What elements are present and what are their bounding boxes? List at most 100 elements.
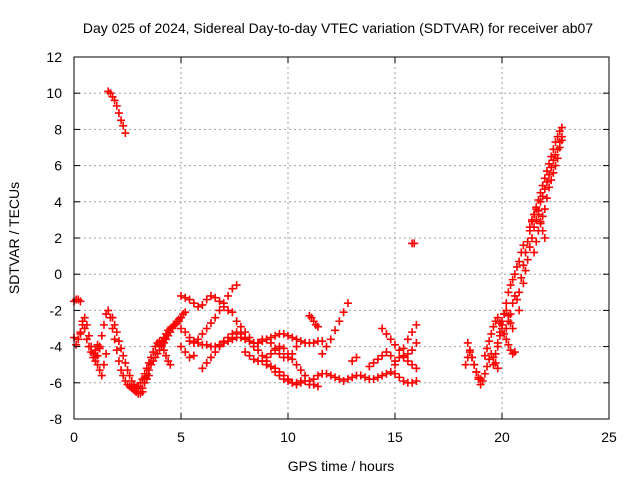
data-point: [489, 322, 498, 331]
data-point: [523, 255, 532, 264]
data-point: [177, 324, 185, 333]
data-point: [508, 299, 517, 308]
data-point: [399, 353, 408, 362]
data-point: [504, 317, 513, 326]
data-point: [369, 358, 378, 367]
data-point: [525, 243, 534, 252]
data-point: [493, 342, 502, 351]
data-point: [545, 183, 554, 192]
data-point: [249, 355, 258, 364]
data-point: [557, 123, 566, 132]
data-point: [517, 273, 526, 282]
series-13: [198, 328, 250, 373]
data-point: [232, 328, 241, 337]
data-point: [348, 373, 357, 382]
data-point: [254, 338, 263, 347]
series-12: [185, 329, 327, 351]
data-point: [211, 293, 220, 302]
data-point: [521, 248, 530, 257]
data-point: [266, 338, 275, 347]
data-point: [181, 308, 190, 317]
data-point: [313, 382, 322, 391]
series-2: [76, 313, 104, 358]
data-point: [125, 371, 134, 380]
data-point: [547, 163, 556, 172]
x-tick-label: 10: [280, 429, 296, 445]
data-point: [262, 360, 271, 369]
data-point: [275, 349, 284, 358]
y-tick-label: 10: [46, 85, 62, 101]
data-point: [493, 364, 502, 373]
data-point: [515, 288, 524, 297]
series-22: [365, 348, 399, 371]
data-point: [266, 362, 275, 371]
data-point: [399, 376, 408, 385]
data-point: [224, 291, 233, 300]
data-point: [112, 328, 121, 337]
data-point: [159, 346, 168, 355]
series-20: [309, 367, 421, 387]
data-point: [189, 351, 198, 360]
data-point: [279, 329, 288, 338]
data-point: [102, 349, 111, 358]
series-16: [249, 335, 301, 362]
data-point: [284, 375, 292, 384]
data-point: [557, 136, 566, 145]
data-point: [117, 116, 126, 125]
data-point: [181, 328, 190, 337]
series-9: [177, 281, 241, 346]
y-tick-label: -6: [50, 375, 63, 391]
data-point: [525, 223, 534, 232]
data-point: [194, 338, 203, 347]
data-point: [76, 297, 85, 306]
data-point: [189, 299, 198, 308]
y-tick-label: 4: [54, 194, 62, 210]
data-point: [301, 376, 310, 385]
data-point: [202, 295, 211, 304]
y-tick-label: -2: [50, 302, 63, 318]
data-point: [206, 319, 215, 328]
chart-title: Day 025 of 2024, Sidereal Day-to-day VTE…: [83, 20, 593, 36]
data-point: [162, 351, 171, 360]
data-point: [504, 288, 513, 297]
data-point: [262, 353, 271, 362]
series-25: [399, 338, 421, 362]
data-points: [70, 87, 566, 398]
data-point: [254, 346, 263, 355]
series-35: [530, 136, 566, 257]
y-tick-labels: -8 -6 -4 -2 0 2 4 6 8 10 12: [46, 49, 62, 427]
data-point: [519, 279, 528, 288]
data-point: [296, 378, 305, 387]
data-point: [121, 358, 130, 367]
data-point: [114, 337, 123, 346]
data-point: [232, 281, 241, 290]
y-tick-label: 0: [54, 266, 62, 282]
data-point: [378, 324, 387, 333]
data-point: [555, 143, 564, 152]
y-tick-label: -4: [50, 339, 63, 355]
data-point: [534, 210, 543, 219]
data-point: [219, 302, 228, 311]
data-point: [504, 340, 513, 349]
data-point: [119, 351, 128, 360]
data-point: [284, 353, 292, 362]
data-point: [215, 306, 224, 315]
data-point: [527, 234, 536, 242]
data-point: [185, 353, 194, 362]
data-point: [502, 324, 511, 333]
data-point: [149, 348, 158, 357]
data-point: [540, 185, 549, 194]
data-point: [386, 367, 395, 376]
data-point: [288, 349, 297, 358]
data-point: [144, 358, 153, 367]
data-point: [138, 387, 147, 396]
data-point: [215, 342, 224, 351]
data-point: [279, 371, 288, 380]
data-point: [97, 331, 106, 340]
series-34: [519, 132, 566, 288]
data-point: [331, 373, 340, 382]
data-point: [262, 335, 271, 344]
data-point: [292, 360, 301, 369]
y-tick-label: 2: [54, 230, 62, 246]
series-4: [104, 87, 130, 138]
